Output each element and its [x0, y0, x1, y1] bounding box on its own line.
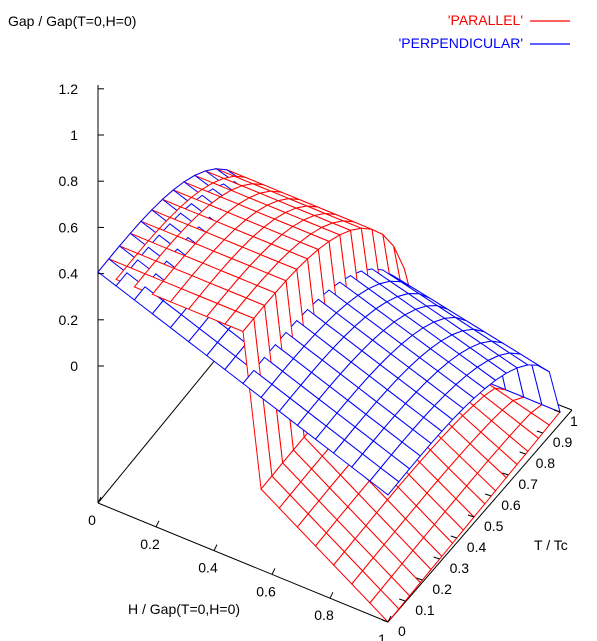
y-tick-label: 0.6	[501, 497, 521, 513]
y-tick-label: 0.1	[415, 602, 435, 618]
y-tick-mark	[502, 472, 509, 476]
y-tick-label: 0.4	[467, 539, 487, 555]
z-tick-label: 0	[70, 358, 78, 374]
y-tick-mark	[381, 619, 389, 623]
z-tick-label: 0.4	[59, 266, 79, 282]
y-tick-label: 0.8	[536, 455, 556, 471]
y-tick-label: 0	[398, 623, 406, 639]
surfaces	[97, 168, 561, 623]
z-tick-label: 0.2	[59, 312, 79, 328]
y-tick-mark	[433, 556, 440, 560]
y-tick-mark	[416, 577, 423, 581]
y-tick-label: 0.3	[450, 560, 470, 576]
y-tick-mark	[467, 514, 475, 518]
y-tick-label: 0.7	[518, 476, 538, 492]
x-tick-label: 1	[378, 631, 386, 641]
y-tick-mark	[485, 493, 492, 497]
legend: 'PARALLEL' 'PERPENDICULAR'	[399, 12, 570, 51]
perpendicular-surface-cell	[369, 467, 400, 496]
x-tick-mark	[387, 615, 392, 623]
y-tick-mark	[536, 430, 543, 434]
z-axis-label: Gap / Gap(T=0,H=0)	[8, 13, 136, 29]
x-tick-label: 0.8	[314, 607, 334, 623]
y-axis	[387, 409, 573, 623]
x-tick-mark	[97, 496, 102, 504]
x-tick-mark	[155, 520, 160, 528]
x-axis-label: H / Gap(T=0,H=0)	[128, 601, 240, 617]
axis-ticks: 0 0.2 0.4 0.6 0.8 1 1.2 0 0.2 0.4 0.6 0.8 1 0 0.1 0.2 0.…	[59, 81, 578, 641]
y-tick-label: 1	[570, 413, 578, 429]
y-tick-label: 0.9	[553, 434, 573, 450]
z-tick-label: 0.6	[59, 219, 79, 235]
legend-label-parallel: 'PARALLEL'	[448, 12, 523, 28]
x-tick-label: 0.6	[256, 583, 276, 599]
x-tick-mark	[329, 591, 334, 599]
y-tick-mark	[519, 451, 526, 455]
z-tick-label: 1	[70, 127, 78, 143]
x-axis	[97, 502, 389, 623]
x-tick-mark	[271, 568, 276, 575]
y-tick-mark	[553, 409, 561, 413]
x-tick-label: 0	[88, 512, 96, 528]
z-tick-label: 0.8	[59, 173, 79, 189]
x-tick-label: 0.4	[198, 560, 218, 576]
y-tick-mark	[450, 535, 457, 539]
legend-label-perpendicular: 'PERPENDICULAR'	[399, 35, 523, 51]
y-tick-mark	[399, 598, 406, 602]
x-tick-mark	[213, 544, 218, 551]
x-tick-label: 0.2	[140, 536, 160, 552]
y-axis-label: T / Tc	[534, 537, 568, 553]
parallel-surface-cell	[369, 589, 400, 623]
y-tick-label: 0.2	[432, 581, 452, 597]
z-tick-label: 1.2	[59, 81, 79, 97]
y-tick-label: 0.5	[484, 518, 504, 534]
